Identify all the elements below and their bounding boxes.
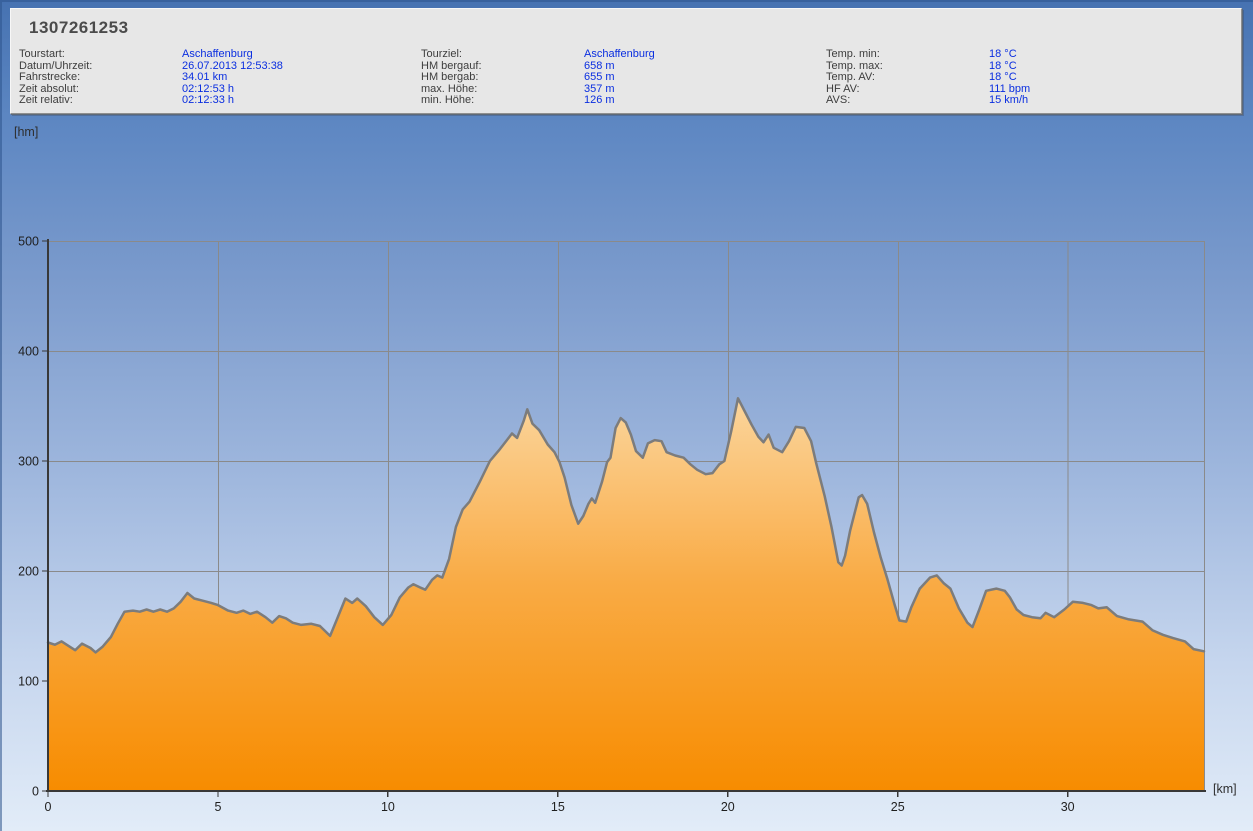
stat-value: 34.01 km — [182, 71, 228, 84]
svg-text:30: 30 — [1061, 800, 1075, 814]
stat-value: 15 km/h — [989, 94, 1029, 107]
stat-label: Temp. AV: — [826, 71, 875, 84]
stat-row-fahrstrecke: Fahrstrecke: 34.01 km — [19, 71, 283, 84]
stat-value: 18 °C — [989, 59, 1017, 72]
stat-column-messwerte: Temp. min: 18 °C Temp. max: 18 °C Temp. AV… — [826, 48, 1031, 107]
svg-text:15: 15 — [551, 800, 565, 814]
elevation-line — [46, 397, 1206, 654]
svg-text:0: 0 — [32, 785, 39, 799]
y-axis-unit-label: [hm] — [14, 125, 38, 139]
svg-text:0: 0 — [45, 800, 52, 814]
stat-value: 02:12:33 h — [182, 94, 234, 107]
svg-text:300: 300 — [18, 455, 39, 469]
tour-title: 1307261253 — [29, 18, 129, 37]
stat-label: Fahrstrecke: — [19, 71, 81, 84]
stat-row-tourstart: Tourstart: Aschaffenburg — [19, 48, 283, 61]
stat-row-temp-max: Temp. max: 18 °C — [826, 59, 1030, 73]
stat-row-datum: Datum/Uhrzeit: 26.07.2013 12:53:38 — [19, 59, 283, 73]
stat-value: 357 m — [584, 82, 615, 95]
stat-row-hm-bergauf: HM bergauf: 658 m — [421, 59, 655, 73]
svg-text:25: 25 — [891, 800, 905, 814]
tick-marks — [42, 240, 1069, 797]
stat-label: HM bergab: — [421, 71, 479, 84]
stat-row-temp-av: Temp. AV: 18 °C — [826, 71, 1030, 84]
stat-label: min. Höhe: — [421, 94, 475, 107]
x-axis-unit-label: [km] — [1213, 782, 1237, 796]
stat-row-hm-bergab: HM bergab: 655 m — [421, 71, 655, 84]
stat-label: max. Höhe: — [421, 82, 478, 95]
axes — [46, 239, 1206, 792]
tick-labels: 0 100 200 300 400 500 0 5 10 15 20 25 30 — [18, 235, 1075, 815]
svg-text:5: 5 — [214, 800, 221, 814]
stat-label: Zeit absolut: — [19, 82, 79, 95]
stat-row-temp-min: Temp. min: 18 °C — [826, 48, 1030, 61]
stat-column-hoehe: Tourziel: Aschaffenburg HM bergauf: 658 m … — [421, 48, 655, 107]
stat-row-min-hoehe: min. Höhe: 126 m — [421, 95, 655, 107]
stat-value: 655 m — [584, 71, 615, 84]
stat-row-zeit-absolut: Zeit absolut: 02:12:53 h — [19, 82, 283, 96]
stat-label: Tourziel: — [421, 48, 462, 60]
stat-column-tour: Tourstart: Aschaffenburg Datum/Uhrzeit: 26… — [19, 48, 283, 107]
stat-value: 658 m — [584, 59, 615, 72]
stat-label: HF AV: — [826, 82, 860, 95]
stat-row-zeit-relativ: Zeit relativ: 02:12:33 h — [19, 95, 283, 107]
stat-label: Temp. max: — [826, 59, 883, 72]
stat-value: 126 m — [584, 94, 615, 107]
stat-value: 18 °C — [989, 71, 1017, 84]
elevation-area — [48, 398, 1204, 791]
svg-text:20: 20 — [721, 800, 735, 814]
svg-text:500: 500 — [18, 235, 39, 249]
tour-summary-panel: 1307261253 Tourstart: Aschaffenburg Datum… — [10, 8, 1242, 114]
stat-value: 111 bpm — [989, 82, 1031, 95]
svg-text:100: 100 — [18, 675, 39, 689]
stat-row-hf-av: HF AV: 111 bpm — [826, 82, 1031, 96]
stat-value: 18 °C — [989, 48, 1017, 60]
stat-label: Temp. min: — [826, 48, 880, 60]
gridlines — [48, 241, 1205, 791]
stat-row-max-hoehe: max. Höhe: 357 m — [421, 82, 655, 96]
stat-label: Zeit relativ: — [19, 94, 73, 107]
stat-label: HM bergauf: — [421, 59, 482, 72]
stat-row-tourziel: Tourziel: Aschaffenburg — [421, 48, 655, 61]
svg-text:200: 200 — [18, 565, 39, 579]
svg-text:10: 10 — [381, 800, 395, 814]
svg-text:400: 400 — [18, 345, 39, 359]
stat-row-avs: AVS: 15 km/h — [826, 95, 1030, 107]
stat-label: AVS: — [826, 94, 851, 107]
stat-value: Aschaffenburg — [182, 48, 253, 60]
stat-value: Aschaffenburg — [584, 48, 655, 60]
stat-value: 02:12:53 h — [182, 82, 234, 95]
stat-value: 26.07.2013 12:53:38 — [182, 59, 283, 72]
stat-label: Tourstart: — [19, 48, 65, 60]
stat-label: Datum/Uhrzeit: — [19, 59, 93, 72]
